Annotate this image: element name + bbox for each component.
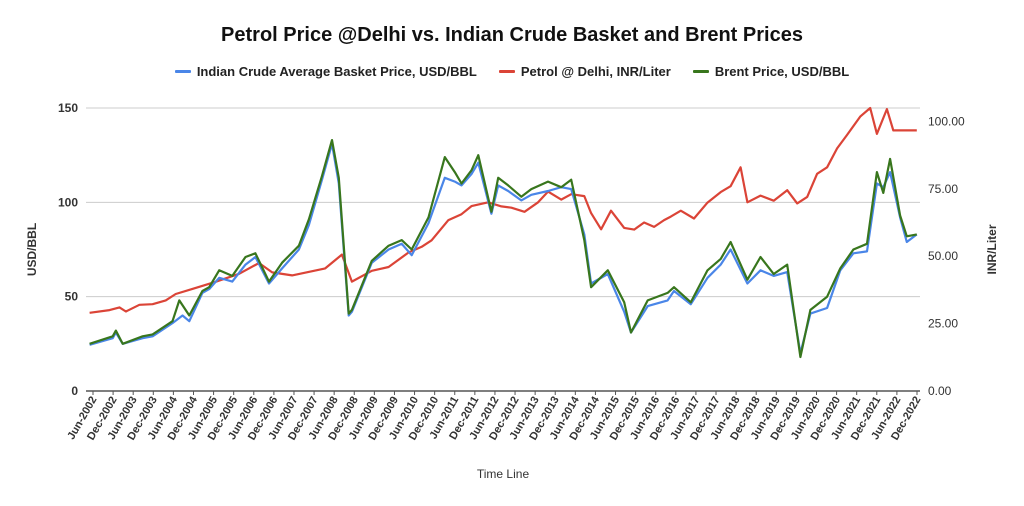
y-tick-label-left: 150 — [58, 101, 78, 115]
y-tick-label-right: 75.00 — [928, 182, 958, 196]
y-tick-label-left: 50 — [65, 290, 79, 304]
series-line-indian-crude — [89, 142, 918, 355]
legend-label: Indian Crude Average Basket Price, USD/B… — [196, 64, 477, 79]
y-tick-label-right: 100.00 — [928, 114, 965, 128]
legend-item: Indian Crude Average Basket Price, USD/B… — [174, 64, 477, 79]
legend-label: Petrol @ Delhi, INR/Liter — [520, 64, 671, 79]
legend-item: Brent Price, USD/BBL — [692, 64, 850, 79]
y-tick-label-right: 0.00 — [928, 384, 952, 398]
y-tick-label-right: 25.00 — [928, 317, 958, 331]
series-line-brent — [89, 139, 918, 359]
y-tick-label-left: 0 — [71, 384, 78, 398]
legend: Indian Crude Average Basket Price, USD/B… — [0, 64, 1024, 79]
legend-label: Brent Price, USD/BBL — [714, 64, 850, 79]
legend-swatch — [174, 70, 191, 73]
y-axis-title-left: USD/BBL — [25, 223, 39, 276]
legend-swatch — [692, 70, 709, 73]
y-tick-label-right: 50.00 — [928, 249, 958, 263]
y-axis-title-right: INR/Liter — [985, 224, 999, 274]
x-axis-title: Time Line — [477, 467, 530, 481]
legend-swatch — [498, 70, 515, 73]
legend-item: Petrol @ Delhi, INR/Liter — [498, 64, 671, 79]
y-tick-label-left: 100 — [58, 195, 78, 209]
chart-title: Petrol Price @Delhi vs. Indian Crude Bas… — [221, 24, 803, 46]
series-line-petrol-delhi — [89, 106, 917, 314]
